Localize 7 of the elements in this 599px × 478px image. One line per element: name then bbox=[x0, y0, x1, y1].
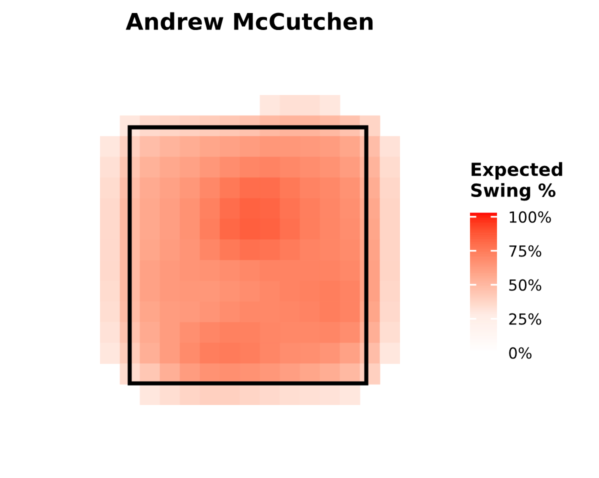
color-bar-label: 25% bbox=[509, 313, 542, 325]
color-bar-label: 75% bbox=[509, 245, 542, 257]
color-bar-title: Expected Swing % bbox=[471, 162, 562, 201]
chart-title: Andrew McCutchen bbox=[126, 12, 373, 30]
color-bar-label: 100% bbox=[510, 211, 551, 223]
color-bar-label: 50% bbox=[509, 279, 542, 291]
color-bar-label: 0% bbox=[509, 347, 532, 359]
